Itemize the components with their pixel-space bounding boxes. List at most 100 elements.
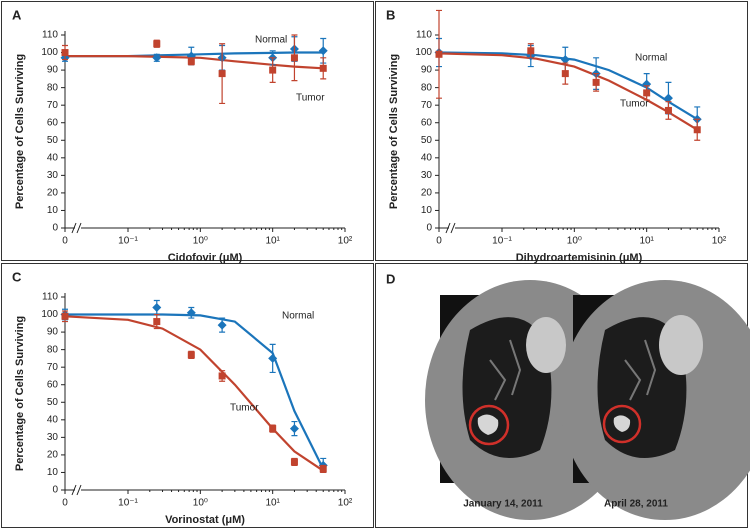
data-point xyxy=(561,70,569,78)
y-tick-label: 20 xyxy=(421,188,433,199)
data-point xyxy=(268,353,278,363)
y-tick-label: 20 xyxy=(47,188,59,199)
panel-c-frame xyxy=(1,263,374,528)
fit-curve xyxy=(65,313,325,470)
panel-label: A xyxy=(12,7,22,22)
x-tick-label: 10⁻¹ xyxy=(118,236,138,247)
data-point xyxy=(643,89,651,97)
data-point xyxy=(663,93,673,103)
fit-curve xyxy=(438,52,698,131)
y-tick-label: 80 xyxy=(47,344,59,355)
y-axis-label: Percentage of Cells Surviving xyxy=(388,54,400,209)
y-tick-label: 110 xyxy=(416,30,432,41)
series-label: Tumor xyxy=(620,99,649,110)
x-tick-label: 10² xyxy=(338,498,353,509)
data-point xyxy=(290,54,298,62)
y-tick-label: 0 xyxy=(52,485,58,496)
data-point xyxy=(217,320,227,330)
data-point xyxy=(153,40,161,48)
series-label: Tumor xyxy=(296,93,325,104)
y-tick-label: 70 xyxy=(421,100,433,111)
y-tick-label: 40 xyxy=(47,152,59,163)
x-tick-label: 10⁰ xyxy=(567,236,582,247)
data-point xyxy=(693,126,701,134)
y-tick-label: 50 xyxy=(421,135,433,146)
x-tick-label: 10⁻¹ xyxy=(492,236,512,247)
data-point xyxy=(186,308,196,318)
data-point xyxy=(592,78,600,86)
y-tick-label: 110 xyxy=(42,30,58,41)
y-tick-label: 10 xyxy=(47,205,59,216)
y-tick-label: 50 xyxy=(47,135,59,146)
y-tick-label: 50 xyxy=(47,397,59,408)
data-point xyxy=(218,372,226,380)
data-point xyxy=(435,50,443,58)
axis-break xyxy=(71,222,82,234)
x-tick-label: 0 xyxy=(62,236,68,247)
panel-a-frame xyxy=(1,1,374,261)
y-tick-label: 60 xyxy=(421,117,433,128)
y-tick-label: 10 xyxy=(47,467,59,478)
panel-label: B xyxy=(386,7,395,22)
axis-break xyxy=(71,484,82,496)
data-point xyxy=(61,49,69,57)
panel-label: D xyxy=(386,271,395,286)
image-caption: January 14, 2011 xyxy=(463,499,543,510)
panel-label: C xyxy=(12,269,22,284)
y-tick-label: 40 xyxy=(47,414,59,425)
x-tick-label: 10¹ xyxy=(639,236,654,247)
y-tick-label: 100 xyxy=(41,309,58,320)
y-tick-label: 60 xyxy=(47,117,59,128)
y-tick-label: 70 xyxy=(47,362,59,373)
y-tick-label: 0 xyxy=(426,223,432,234)
y-tick-label: 30 xyxy=(47,170,59,181)
x-tick-label: 10² xyxy=(712,236,727,247)
y-tick-label: 90 xyxy=(421,65,433,76)
y-tick-label: 110 xyxy=(42,292,58,303)
y-tick-label: 40 xyxy=(421,152,433,163)
x-tick-label: 10⁰ xyxy=(193,236,208,247)
y-tick-label: 80 xyxy=(421,82,433,93)
data-point xyxy=(187,351,195,359)
data-point xyxy=(319,64,327,72)
data-point xyxy=(269,66,277,74)
x-tick-label: 0 xyxy=(62,498,68,509)
data-point xyxy=(527,47,535,55)
y-tick-label: 30 xyxy=(421,170,433,181)
y-tick-label: 100 xyxy=(41,47,58,58)
series-label: Normal xyxy=(635,53,667,64)
data-point xyxy=(152,53,162,63)
x-axis-label: Cidofovir (μM) xyxy=(168,252,243,264)
y-tick-label: 70 xyxy=(47,100,59,111)
data-point xyxy=(289,424,299,434)
y-tick-label: 0 xyxy=(52,223,58,234)
axis-break xyxy=(445,222,456,234)
y-tick-label: 90 xyxy=(47,327,59,338)
x-tick-label: 10² xyxy=(338,236,353,247)
x-axis-label: Vorinostat (μM) xyxy=(165,514,245,526)
y-tick-label: 10 xyxy=(421,205,433,216)
y-tick-label: 20 xyxy=(47,450,59,461)
x-tick-label: 10¹ xyxy=(265,498,280,509)
y-tick-label: 30 xyxy=(47,432,59,443)
series-label: Normal xyxy=(282,311,314,322)
panel-b-frame xyxy=(375,1,748,261)
series-label: Tumor xyxy=(230,403,259,414)
data-point xyxy=(319,465,327,473)
data-point xyxy=(153,318,161,326)
data-point xyxy=(560,55,570,65)
data-point xyxy=(664,106,672,114)
x-tick-label: 10¹ xyxy=(265,236,280,247)
data-point xyxy=(318,46,328,56)
fit-curve xyxy=(64,315,324,472)
data-point xyxy=(269,425,277,433)
y-tick-label: 60 xyxy=(47,379,59,390)
data-point xyxy=(187,57,195,65)
data-point xyxy=(61,312,69,320)
fit-curve xyxy=(438,51,698,121)
series-label: Normal xyxy=(255,35,287,46)
y-axis-label: Percentage of Cells Surviving xyxy=(14,316,26,471)
y-tick-label: 80 xyxy=(47,82,59,93)
data-point xyxy=(152,303,162,313)
